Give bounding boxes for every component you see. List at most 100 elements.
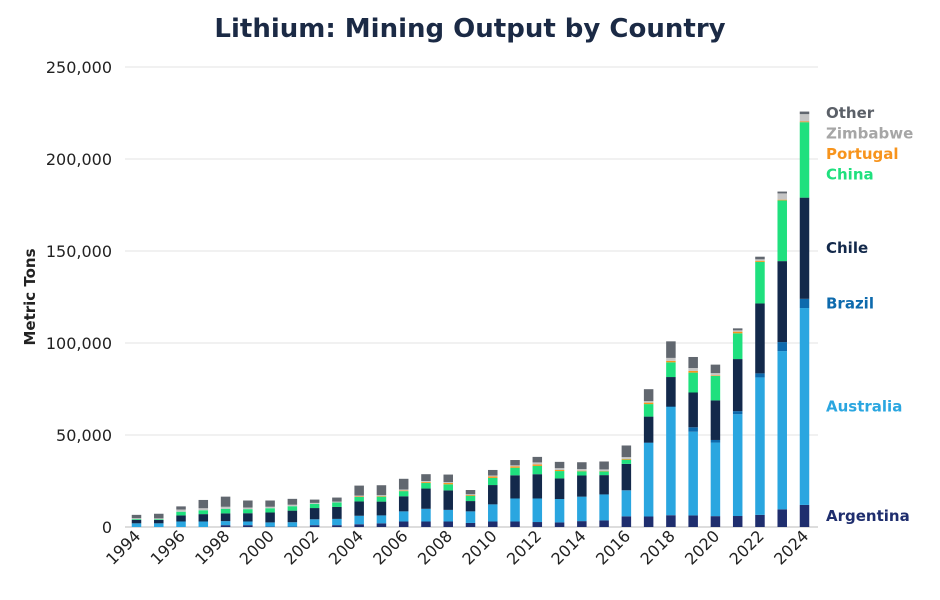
bar-segment-zimbabwe-2013: [554, 468, 565, 470]
bar-segment-china-2005: [376, 496, 387, 502]
bar-segment-other-2021: [732, 328, 743, 331]
bar-segment-zimbabwe-2014: [577, 469, 587, 471]
y-tick-label: 200,000: [46, 150, 112, 169]
bar-segment-other-2002: [309, 499, 320, 503]
bar-segment-portugal-2008: [443, 483, 453, 485]
bar-segment-other-2012: [532, 456, 543, 463]
x-tick-label: 2018: [637, 526, 679, 568]
bar-segment-zimbabwe-1998: [220, 506, 231, 509]
bar-segment-australia-2003: [332, 518, 342, 526]
bar-segment-portugal-2024: [799, 121, 810, 123]
bar-segment-argentina-2013: [554, 522, 565, 527]
legend: Argentina Australia Brazil Chile China Portug…: [826, 104, 913, 525]
y-tick-label: 150,000: [46, 242, 112, 261]
bar-segment-argentina-2005: [376, 523, 387, 527]
bar-segment-argentina-2020: [710, 516, 721, 527]
bar-segment-china-2012: [532, 465, 543, 475]
bar-segment-australia-2008: [443, 509, 453, 522]
bar-segment-china-2018: [666, 362, 676, 378]
bar-segment-portugal-2022: [755, 260, 765, 262]
bar-segment-other-2003: [332, 497, 342, 502]
bar-segment-portugal-2019: [688, 370, 698, 373]
bar-segment-zimbabwe-2002: [309, 502, 320, 504]
bar-segment-other-1998: [220, 496, 231, 507]
bar-segment-chile-2021: [732, 359, 743, 412]
x-tick-label: 2024: [770, 526, 812, 568]
bar-segment-zimbabwe-2012: [532, 462, 543, 465]
bar-segment-zimbabwe-2020: [710, 373, 721, 376]
bar-segment-chile-2004: [354, 501, 364, 516]
bar-segment-australia-2013: [554, 499, 565, 523]
bar-segment-zimbabwe-2005: [376, 495, 387, 497]
bar-segment-portugal-2004: [354, 496, 364, 498]
bar-segment-china-2016: [621, 459, 632, 464]
x-tick-label: 2020: [681, 526, 723, 568]
bar-segment-zimbabwe-2003: [332, 501, 342, 503]
bar-segment-portugal-2020: [710, 375, 721, 376]
bar-segment-zimbabwe-1996: [176, 509, 186, 512]
bar-segment-argentina-2014: [577, 521, 587, 527]
bar-segment-chile-2009: [465, 501, 476, 512]
bar-segment-other-2018: [666, 341, 676, 358]
bar-segment-portugal-2009: [465, 494, 476, 496]
bar-segment-other-2005: [376, 485, 387, 496]
bar-segment-china-2017: [643, 404, 654, 417]
bar-segment-argentina-2015: [599, 520, 609, 527]
bar-segment-china-2007: [421, 483, 431, 489]
bar-segment-australia-2021: [732, 414, 743, 517]
bar-segment-other-1996: [176, 506, 186, 510]
bar-segment-zimbabwe-2000: [265, 506, 275, 509]
bar-segment-other-2011: [510, 460, 520, 466]
bar-segment-china-2009: [465, 495, 476, 502]
bar-segment-australia-2006: [398, 511, 409, 522]
bar-segment-brazil-2023: [777, 342, 787, 352]
bar-segment-argentina-2009: [465, 522, 476, 527]
bar-segment-chile-2023: [777, 261, 787, 343]
y-tick-label: 250,000: [46, 58, 112, 77]
bar-segment-brazil-2021: [732, 411, 743, 415]
bar-segment-chile-1999: [243, 513, 253, 522]
bar-segment-argentina-2023: [777, 509, 787, 527]
bar-segment-chile-2015: [599, 475, 609, 495]
bar-segment-china-1997: [198, 510, 209, 515]
gridlines: [125, 66, 818, 528]
legend-label-portugal: Portugal: [826, 145, 899, 163]
bar-segment-zimbabwe-2009: [465, 494, 476, 495]
bar-segment-chile-1996: [176, 515, 186, 522]
bar-segment-chile-2005: [376, 501, 387, 516]
bar-segment-chile-1994: [131, 519, 142, 524]
bar-segment-portugal-2017: [643, 402, 654, 405]
bar-segment-argentina-2021: [732, 516, 743, 527]
bar-segment-portugal-2016: [621, 458, 632, 460]
bar-segment-argentina-2004: [354, 524, 364, 527]
bar-segment-australia-2018: [666, 407, 676, 516]
bar-segment-zimbabwe-1994: [131, 518, 142, 520]
bar-segment-australia-2014: [577, 496, 587, 522]
bar-segment-china-2004: [354, 497, 364, 502]
bar-segment-zimbabwe-2007: [421, 481, 431, 483]
bar-segment-brazil-2024: [799, 298, 810, 309]
bar-segment-brazil-2020: [710, 439, 721, 443]
bar-segment-australia-2005: [376, 515, 387, 524]
bar-segment-zimbabwe-2017: [643, 401, 654, 403]
bar-segment-chile-2011: [510, 475, 520, 499]
bar-segment-portugal-2011: [510, 466, 520, 468]
bar-segment-zimbabwe-2001: [287, 504, 298, 507]
bar-segment-australia-2007: [421, 508, 431, 522]
bar-segment-other-2004: [354, 485, 364, 496]
bar-segment-australia-2023: [777, 351, 787, 510]
x-tick-label: 2008: [414, 526, 456, 568]
x-tick-label: 1998: [191, 526, 233, 568]
bar-segment-argentina-2010: [488, 521, 498, 527]
bar-segment-zimbabwe-2011: [510, 465, 520, 467]
bar-segment-chile-1998: [220, 513, 231, 522]
bar-segment-chile-2013: [554, 478, 565, 500]
bar-segment-chile-1997: [198, 514, 209, 522]
bar-segment-other-1999: [243, 500, 253, 508]
bar-segment-chile-2002: [309, 508, 320, 520]
bar-segment-australia-2016: [621, 490, 632, 517]
bar-segment-chile-2007: [421, 488, 431, 509]
bar-segment-chile-2006: [398, 496, 409, 512]
bar-segment-australia-1994: [131, 523, 142, 527]
